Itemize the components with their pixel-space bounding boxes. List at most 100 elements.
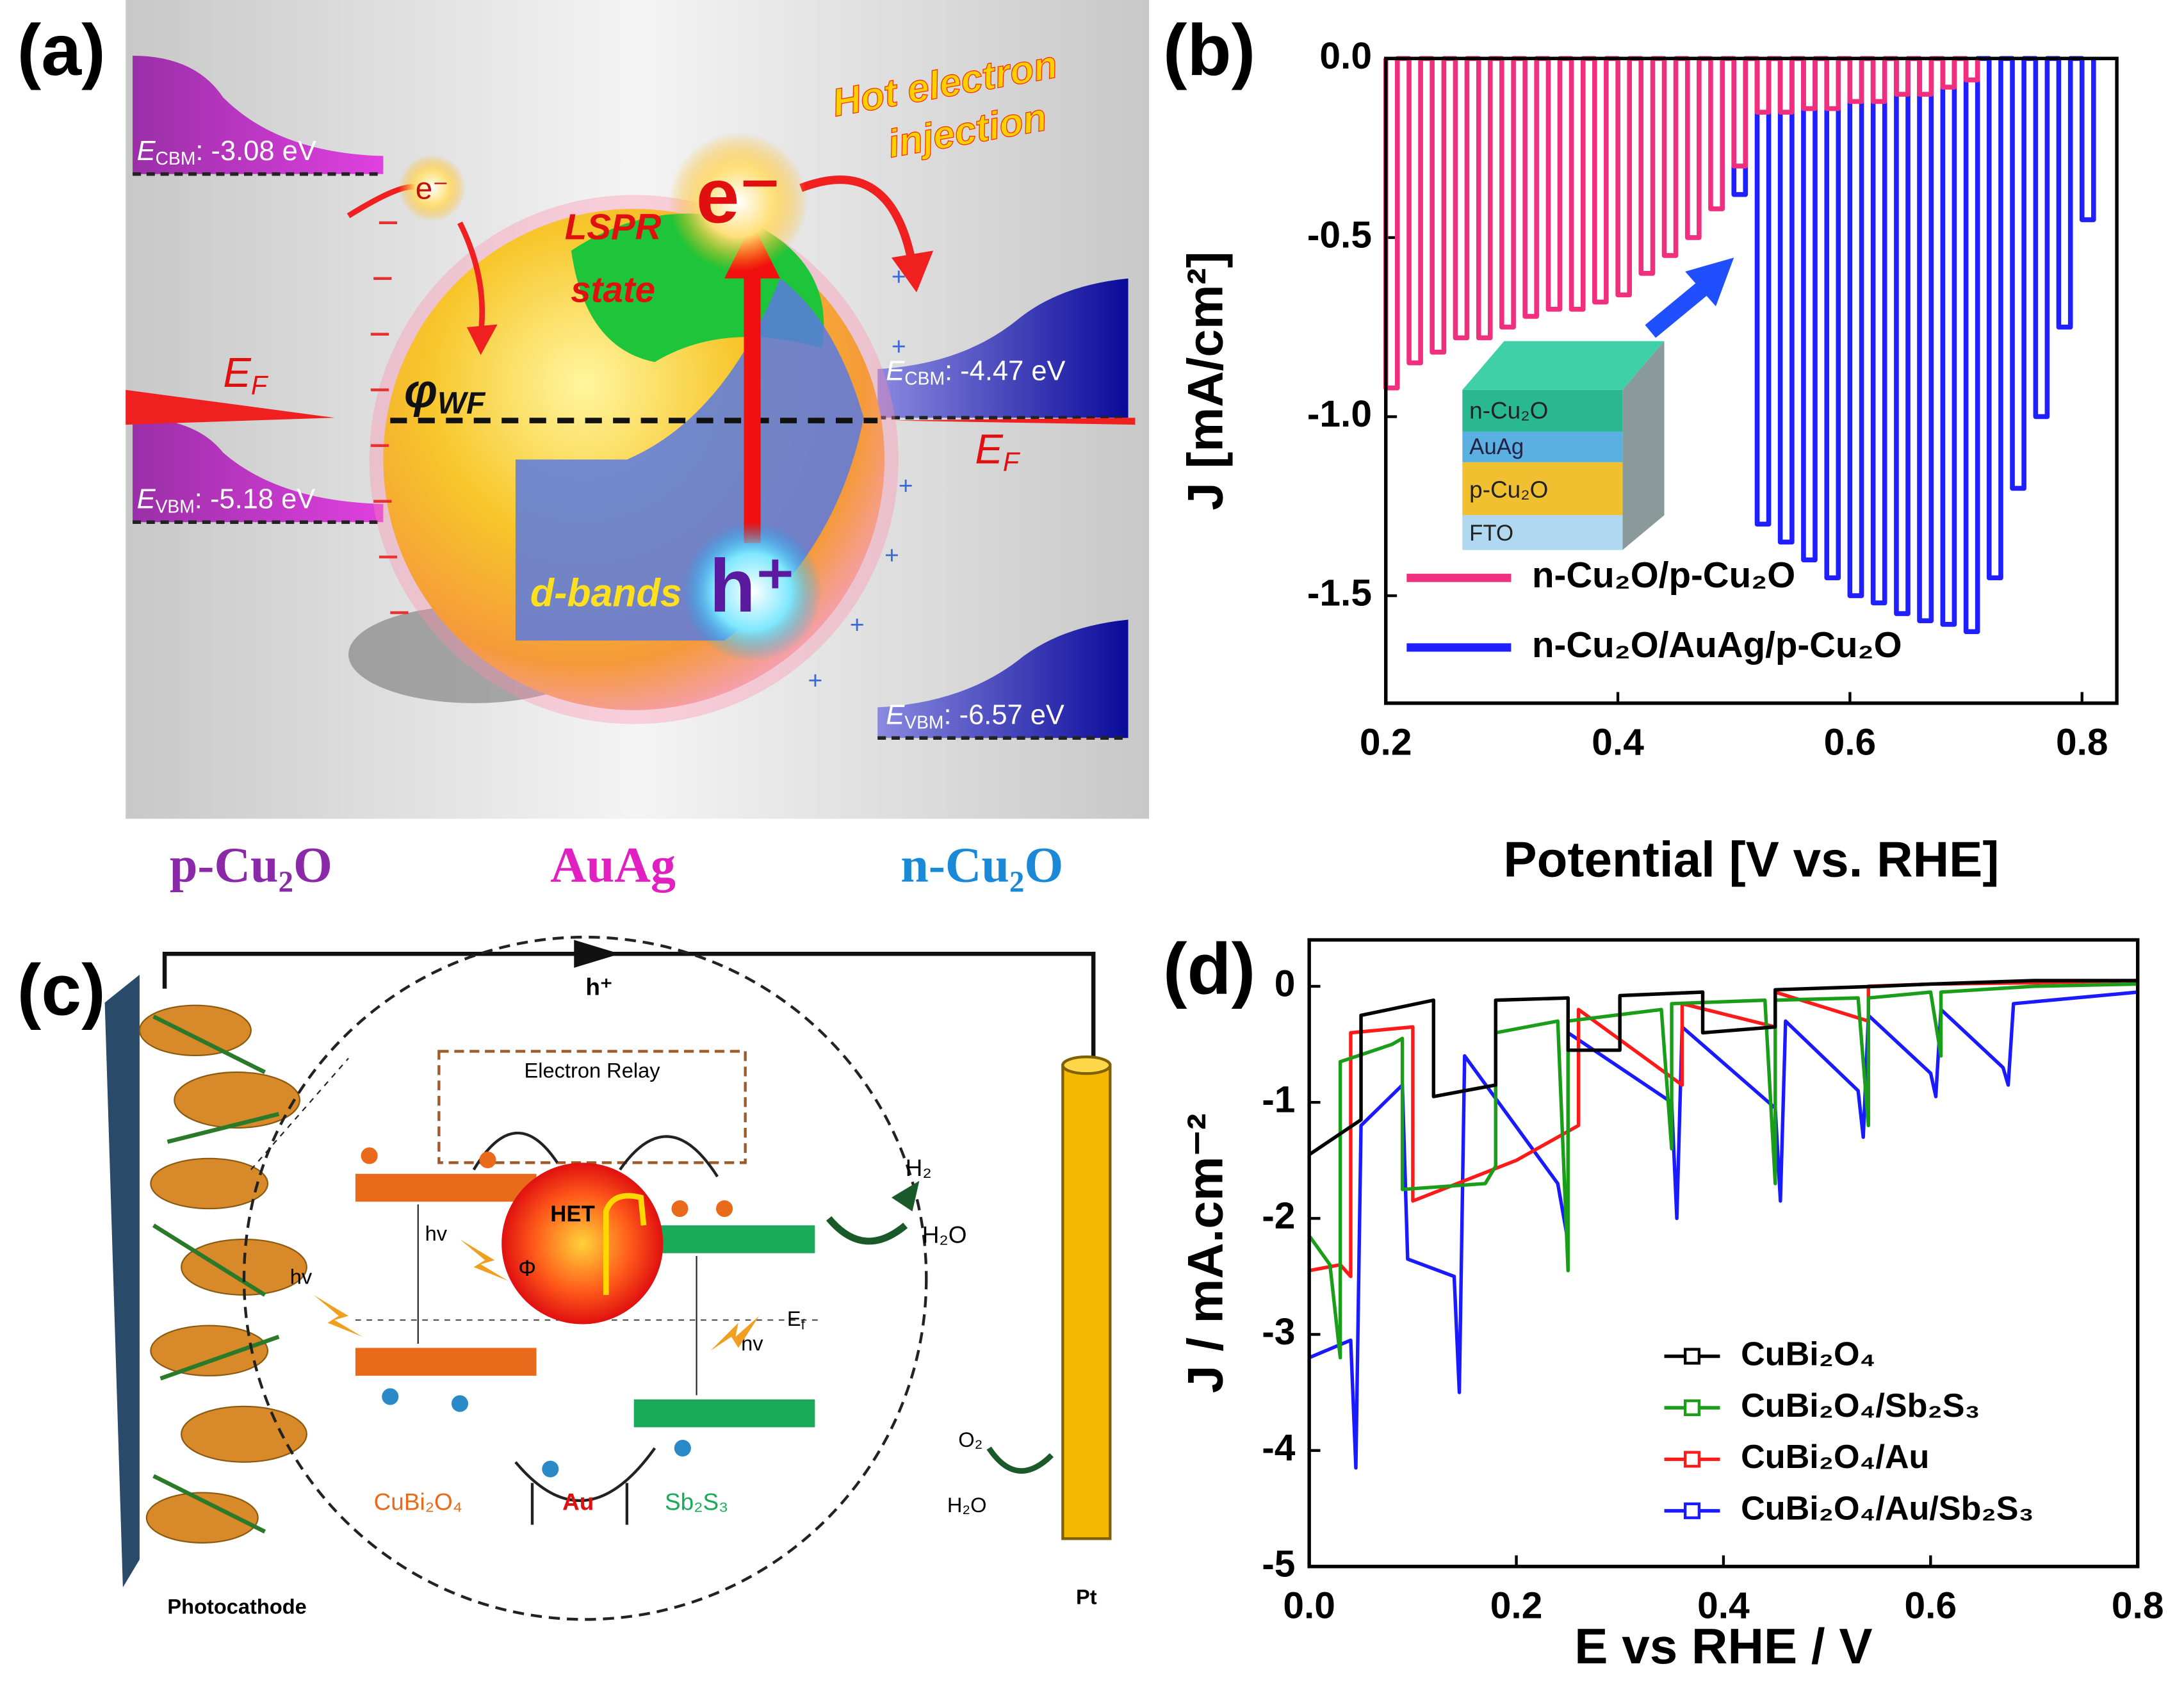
y-tick-label: -1.5	[1307, 573, 1372, 614]
product: H₂	[906, 1155, 932, 1181]
level-label: EVBM: -6.57 eV	[886, 700, 1064, 733]
x-tick-label: 0.2	[1360, 722, 1412, 763]
zoom-circle	[242, 935, 928, 1621]
product: O₂	[958, 1428, 982, 1451]
electrode-top	[1061, 1055, 1112, 1075]
reaction-arrow	[826, 1216, 908, 1245]
reactant: H₂O	[947, 1493, 987, 1517]
plus: +	[884, 542, 899, 569]
substrate	[104, 974, 140, 1588]
nanostructures	[138, 1004, 307, 1544]
layer-top	[1462, 341, 1665, 390]
hole-label: h⁺	[710, 544, 795, 628]
series-line	[1308, 990, 2138, 1470]
plus: +	[899, 472, 913, 500]
x-tick-label: 0.4	[1592, 722, 1644, 763]
lspr-line: LSPR	[565, 207, 662, 247]
inset-label: p-Cu₂O	[1469, 477, 1548, 503]
material-label: p-Cu₂O	[170, 837, 332, 893]
phi-label: Φ	[518, 1257, 536, 1281]
plot-frame	[1384, 56, 2119, 705]
legend-label: CuBi₂O₄/Sb₂S₃	[1741, 1387, 1980, 1424]
current-arrow	[574, 940, 620, 968]
y-tick-label: -5	[1262, 1543, 1295, 1585]
panel-label: (a)	[17, 10, 106, 90]
plus: +	[808, 667, 822, 695]
holes	[382, 1388, 691, 1478]
hole-label: h⁺	[585, 974, 612, 1000]
legend-label: n-Cu₂O/AuAg/p-Cu₂O	[1532, 624, 1902, 665]
legend-marker	[1683, 1502, 1701, 1519]
circuit-wire	[162, 951, 1096, 1066]
electrons	[361, 1147, 733, 1218]
hv-label: hv	[290, 1264, 313, 1288]
level-labels: ECBM: -3.08 eV EVBM: -5.18 eV ECBM: -4.4…	[137, 136, 1066, 733]
x-tick-label: 0.8	[2112, 1585, 2164, 1627]
layer	[1462, 515, 1623, 550]
pt-electrode	[1061, 1063, 1112, 1540]
light-bolts	[313, 1239, 760, 1351]
panel-label: (c)	[17, 949, 106, 1030]
pointer-arrow	[1645, 279, 1712, 338]
arrowhead	[1685, 257, 1734, 307]
layer	[1462, 431, 1623, 462]
material-label: Sb₂S₃	[665, 1489, 728, 1515]
cb-bar	[355, 1173, 537, 1202]
fermi-wedge	[126, 389, 335, 425]
arrowhead	[891, 250, 934, 293]
chart: 0.0 0.2 0.4 0.6 0.8 -5 -4 -3 -2 -1 0 E vs RHE / V J …	[1177, 938, 2164, 1674]
reaction-arrow	[986, 1446, 1054, 1474]
relay-label: Electron Relay	[524, 1059, 660, 1082]
plus: +	[850, 612, 865, 639]
band	[877, 619, 1129, 738]
y-axis-label: J / mA.cm⁻²	[1177, 1113, 1233, 1393]
x-axis-label: Potential [V vs. RHE]	[1503, 831, 1999, 888]
x-axis-label: E vs RHE / V	[1574, 1618, 1872, 1674]
het-path	[603, 1193, 647, 1295]
band	[133, 418, 384, 523]
layer-side	[1622, 341, 1665, 550]
y-tick-label: -1.0	[1307, 393, 1372, 435]
x-tick-label: 0.8	[2056, 722, 2108, 763]
het-label: HET	[550, 1202, 595, 1227]
hv-label: hv	[425, 1221, 448, 1245]
vb-bar	[355, 1348, 537, 1376]
lspr-label: LSPR state	[565, 207, 662, 310]
level-lines	[133, 172, 1129, 740]
material-label: n-Cu₂O	[900, 837, 1063, 893]
hole-arrow	[514, 1447, 656, 1503]
reactant: H₂O	[922, 1221, 967, 1248]
inset-label: n-Cu₂O	[1469, 397, 1548, 423]
electron-label: e⁻	[696, 152, 781, 239]
electron-glow	[669, 132, 808, 272]
cb-bar	[633, 1225, 815, 1253]
panel-label: (b)	[1163, 10, 1255, 90]
fermi-label: Ef	[787, 1307, 806, 1333]
legend-marker	[1683, 1451, 1701, 1468]
series-line	[1383, 56, 1980, 391]
y-axis-label: J [mA/cm²]	[1177, 251, 1233, 510]
wires	[152, 1015, 280, 1534]
x-tick-label: 0.6	[1905, 1585, 1957, 1627]
band	[877, 278, 1129, 418]
band	[133, 55, 384, 174]
d-bands-label: d-bands	[530, 571, 682, 615]
panel-c: h⁺ Electron Relay HET Φ hv hv hv Ef CuBi…	[104, 935, 1112, 1621]
electron-small	[398, 154, 466, 222]
x-tick-label: 0.4	[1697, 1585, 1750, 1627]
inset: n-Cu₂O AuAg p-Cu₂O FTO	[1462, 257, 1734, 550]
legend-label: CuBi₂O₄/Au/Sb₂S₃	[1741, 1490, 2034, 1528]
series-line	[1731, 56, 2096, 634]
pt-label: Pt	[1076, 1585, 1097, 1608]
y-tick-label: -4	[1262, 1427, 1296, 1469]
y-tick-label: -3	[1262, 1311, 1295, 1353]
x-tick-label: 0.2	[1490, 1585, 1543, 1627]
layer	[1462, 462, 1623, 516]
inset-label: AuAg	[1469, 435, 1524, 459]
panel-label: (d)	[1163, 929, 1255, 1009]
legend-label: CuBi₂O₄/Au	[1741, 1439, 1929, 1476]
inset-label: FTO	[1469, 521, 1513, 546]
legend-marker	[1683, 1399, 1701, 1417]
level-label: ECBM: -3.08 eV	[137, 136, 316, 169]
